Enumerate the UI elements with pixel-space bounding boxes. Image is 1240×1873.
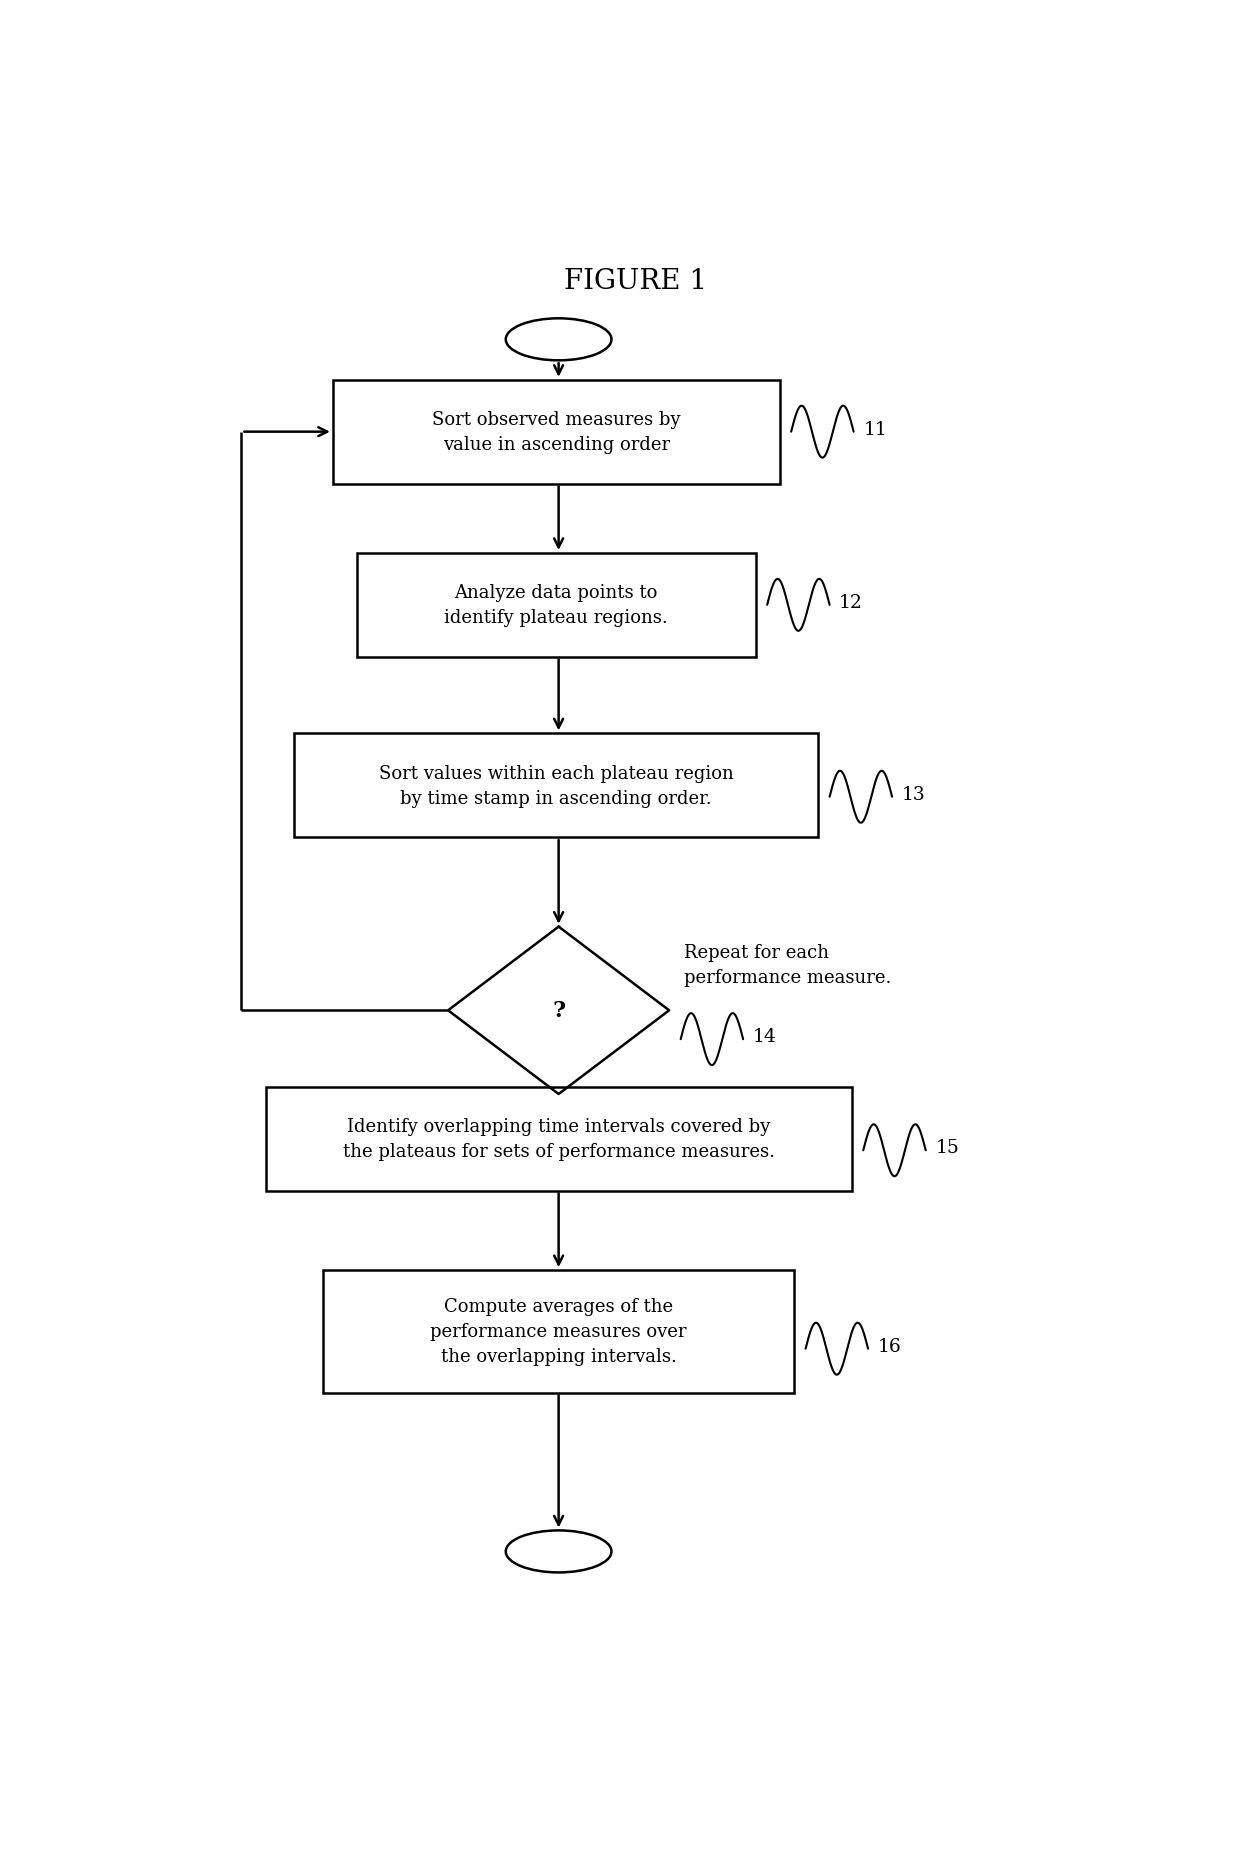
Text: 15: 15 [935, 1139, 960, 1158]
Text: Sort observed measures by
value in ascending order: Sort observed measures by value in ascen… [432, 410, 681, 453]
Ellipse shape [506, 318, 611, 361]
Text: Analyze data points to
identify plateau regions.: Analyze data points to identify plateau … [444, 584, 668, 627]
FancyBboxPatch shape [324, 1270, 794, 1394]
Text: 13: 13 [901, 785, 925, 804]
Text: 16: 16 [878, 1337, 901, 1354]
Text: Identify overlapping time intervals covered by
the plateaus for sets of performa: Identify overlapping time intervals cove… [342, 1118, 775, 1161]
Text: 14: 14 [753, 1028, 776, 1045]
Polygon shape [448, 927, 670, 1094]
Text: FIGURE 1: FIGURE 1 [564, 268, 707, 296]
FancyBboxPatch shape [265, 1086, 852, 1191]
FancyBboxPatch shape [357, 554, 755, 657]
Text: ?: ? [552, 1000, 565, 1023]
Ellipse shape [506, 1530, 611, 1573]
Text: Compute averages of the
performance measures over
the overlapping intervals.: Compute averages of the performance meas… [430, 1298, 687, 1365]
Text: Repeat for each
performance measure.: Repeat for each performance measure. [683, 944, 890, 985]
Text: Sort values within each plateau region
by time stamp in ascending order.: Sort values within each plateau region b… [379, 764, 734, 807]
Text: 11: 11 [863, 421, 887, 438]
FancyBboxPatch shape [294, 734, 818, 837]
Text: 12: 12 [839, 594, 863, 612]
FancyBboxPatch shape [332, 380, 780, 485]
